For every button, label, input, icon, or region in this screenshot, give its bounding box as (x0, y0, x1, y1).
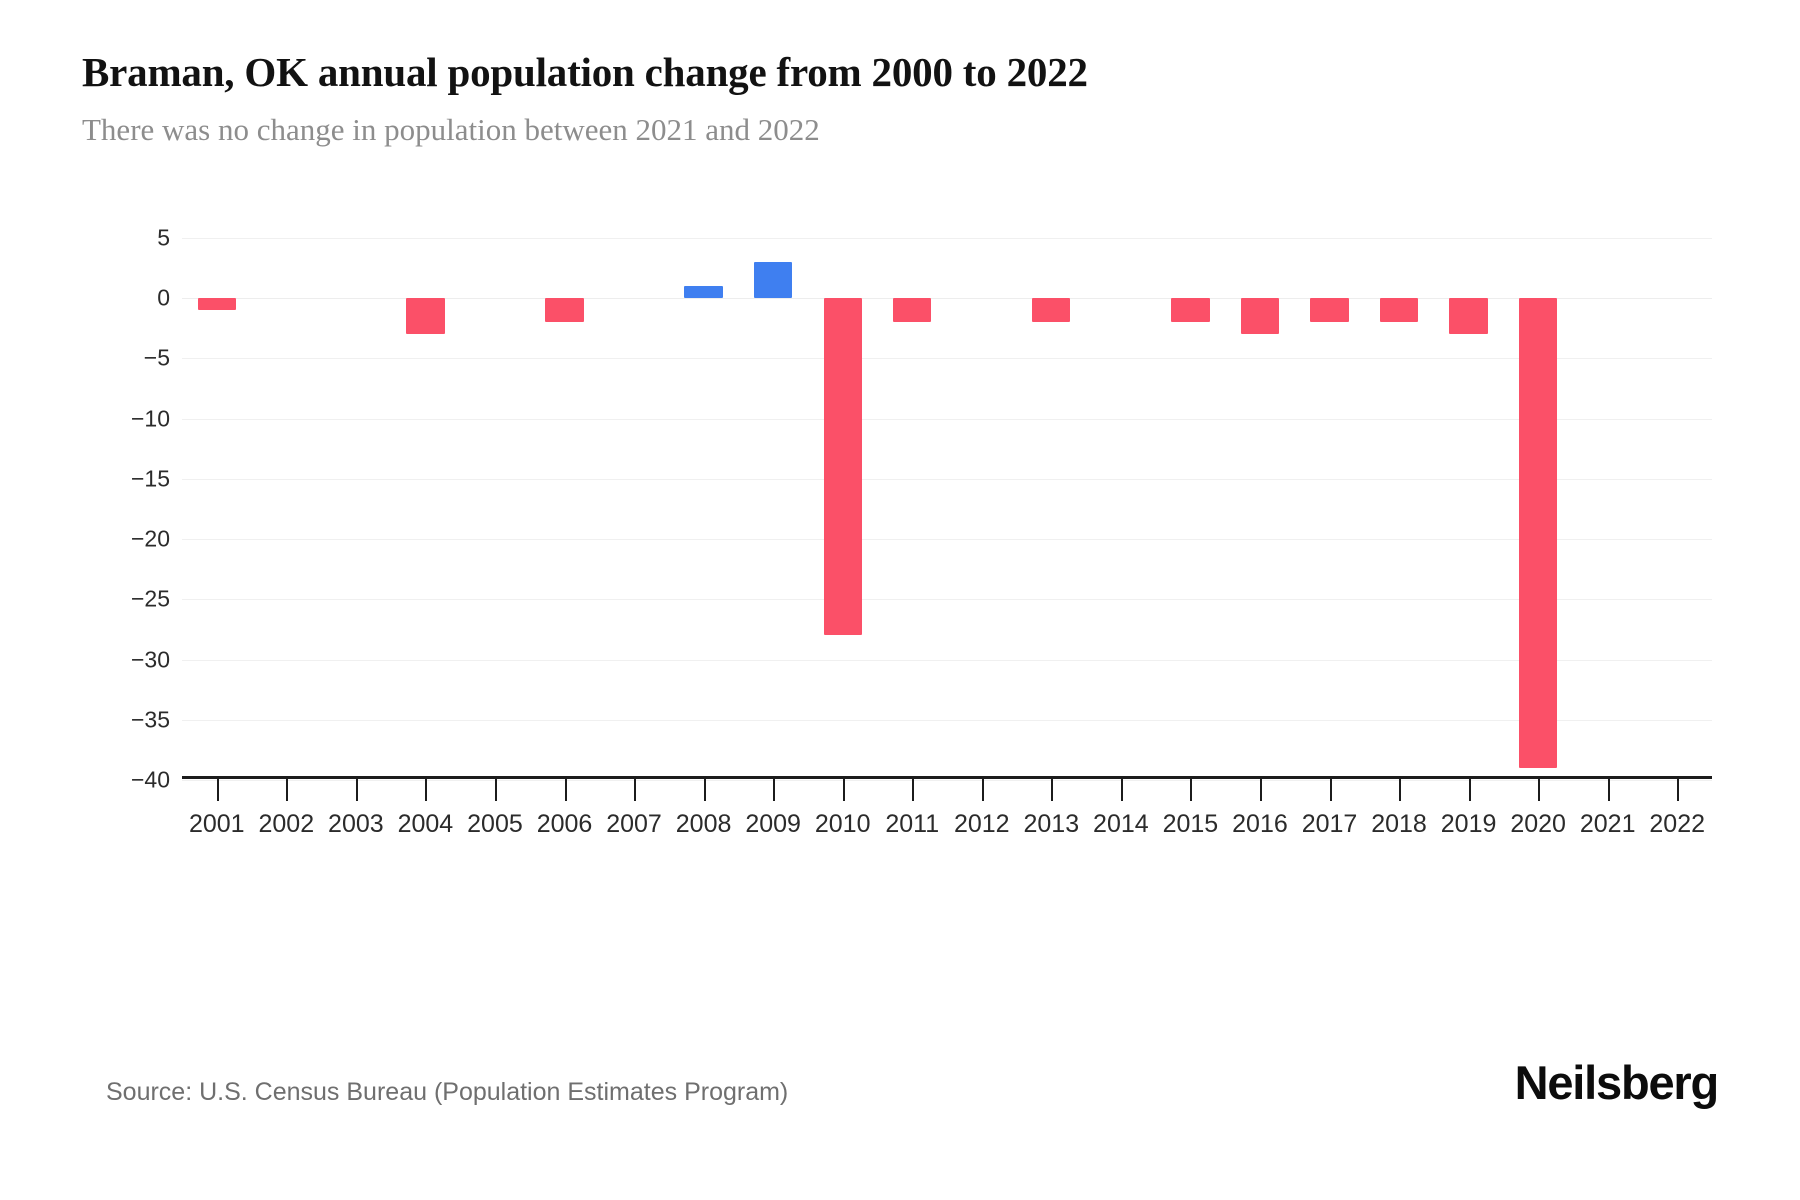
gridline (182, 478, 1712, 480)
bar-2006[interactable] (545, 298, 584, 323)
y-axis-tick-label: −5 (143, 344, 170, 371)
x-axis-tick (1607, 779, 1610, 801)
chart-header: Braman, OK annual population change from… (82, 48, 1722, 150)
x-axis-tick-label: 2007 (606, 810, 662, 838)
gridline (182, 298, 1712, 300)
bar-2008[interactable] (684, 286, 723, 299)
bar-2009[interactable] (754, 262, 793, 299)
bar-2020[interactable] (1519, 298, 1558, 768)
x-axis-tick-label: 2009 (745, 810, 801, 838)
gridline (182, 719, 1712, 721)
x-axis-tick (912, 779, 915, 801)
x-axis-tick (1051, 779, 1054, 801)
y-axis-tick-label: −20 (130, 525, 170, 552)
y-axis-tick-label: −25 (130, 585, 170, 612)
x-axis-tick (842, 779, 845, 801)
y-axis-tick-label: 0 (157, 284, 170, 311)
bars-group (182, 216, 1712, 776)
bar-2001[interactable] (197, 298, 236, 311)
bar-2004[interactable] (406, 298, 445, 335)
bar-2019[interactable] (1449, 298, 1488, 335)
x-axis-tick-label: 2013 (1023, 810, 1080, 838)
x-axis-tick (1538, 779, 1541, 801)
x-axis-tick (634, 779, 637, 801)
x-axis-tick (494, 779, 497, 801)
bar-2017[interactable] (1310, 298, 1349, 323)
x-axis-tick-label: 2005 (467, 810, 523, 838)
x-axis-tick (216, 779, 219, 801)
y-axis-tick-label: −10 (130, 405, 170, 432)
y-axis-tick-label: −40 (130, 766, 170, 793)
x-axis-tick (773, 779, 776, 801)
gridline (182, 238, 1712, 239)
x-axis-tick (564, 779, 567, 801)
bar-2018[interactable] (1379, 298, 1419, 323)
x-axis-tick-label: 2017 (1301, 810, 1358, 838)
x-axis-tick (425, 779, 428, 801)
chart-plot-area: 5 0 −5 −10 −15 −20 −25 −30 −35 −40 2001 2002 2003 20… (0, 216, 1800, 916)
x-axis-tick-label: 2003 (328, 810, 384, 838)
x-axis-tick (1329, 779, 1332, 801)
bar-2010[interactable] (823, 298, 862, 636)
x-axis-tick-label: 2006 (536, 810, 593, 838)
x-axis-tick (1120, 779, 1123, 801)
x-axis-tick-label: 2001 (188, 810, 245, 838)
x-axis-tick (1259, 779, 1262, 801)
x-axis-tick-label: 2019 (1440, 810, 1497, 838)
chart-subtitle: There was no change in population betwee… (82, 112, 820, 148)
x-axis-tick-label: 2016 (1232, 810, 1288, 838)
page-title: Braman, OK annual population change from… (82, 49, 1088, 95)
x-axis-tick-label: 2010 (814, 810, 871, 838)
y-axis-tick-label: −35 (130, 706, 170, 733)
x-axis-tick (1677, 779, 1680, 801)
x-axis-tick-label: 2018 (1371, 810, 1427, 838)
x-axis-tick-label: 2004 (397, 810, 454, 838)
x-axis-tick-label: 2002 (258, 810, 315, 838)
gridline (182, 599, 1712, 601)
gridline (182, 659, 1712, 661)
bar-2016[interactable] (1240, 298, 1280, 335)
brand-logo: Neilsberg (1514, 1056, 1720, 1109)
x-axis-tick (286, 779, 289, 801)
x-axis-tick-label: 2008 (675, 810, 732, 838)
x-axis-tick (1468, 779, 1471, 801)
x-axis-tick-label: 2012 (953, 810, 1010, 838)
x-axis-tick-label: 2015 (1162, 810, 1219, 838)
x-axis-tick (355, 779, 358, 801)
x-axis-tick (1399, 779, 1402, 801)
x-axis-labels: 2001 2002 2003 2004 2005 2006 2007 2008 2009 2010… (0, 810, 1800, 858)
bar-2013[interactable] (1032, 298, 1071, 323)
gridline (182, 780, 1712, 781)
y-axis-tick-label: 5 (157, 224, 170, 251)
source-note: Source: U.S. Census Bureau (Population E… (106, 1078, 789, 1106)
x-axis-tick-label: 2014 (1093, 810, 1149, 838)
x-axis-tick (1190, 779, 1193, 801)
x-axis-tick-label: 2011 (885, 810, 940, 838)
x-axis-tick-label: 2022 (1649, 810, 1706, 838)
gridline (182, 539, 1712, 541)
y-axis-labels: 5 0 −5 −10 −15 −20 −25 −30 −35 −40 (92, 216, 170, 793)
x-axis-tick-label: 2021 (1579, 810, 1636, 838)
x-axis-tick (981, 779, 984, 801)
x-axis-tick-label: 2020 (1510, 810, 1566, 838)
x-axis-line (182, 776, 1712, 779)
y-axis-tick-label: −15 (130, 465, 170, 492)
gridline (182, 418, 1712, 420)
gridline (182, 358, 1712, 360)
x-axis-tick (703, 779, 706, 801)
y-axis-tick-label: −30 (130, 646, 170, 673)
bar-2015[interactable] (1171, 298, 1210, 323)
bar-2011[interactable] (893, 298, 932, 323)
